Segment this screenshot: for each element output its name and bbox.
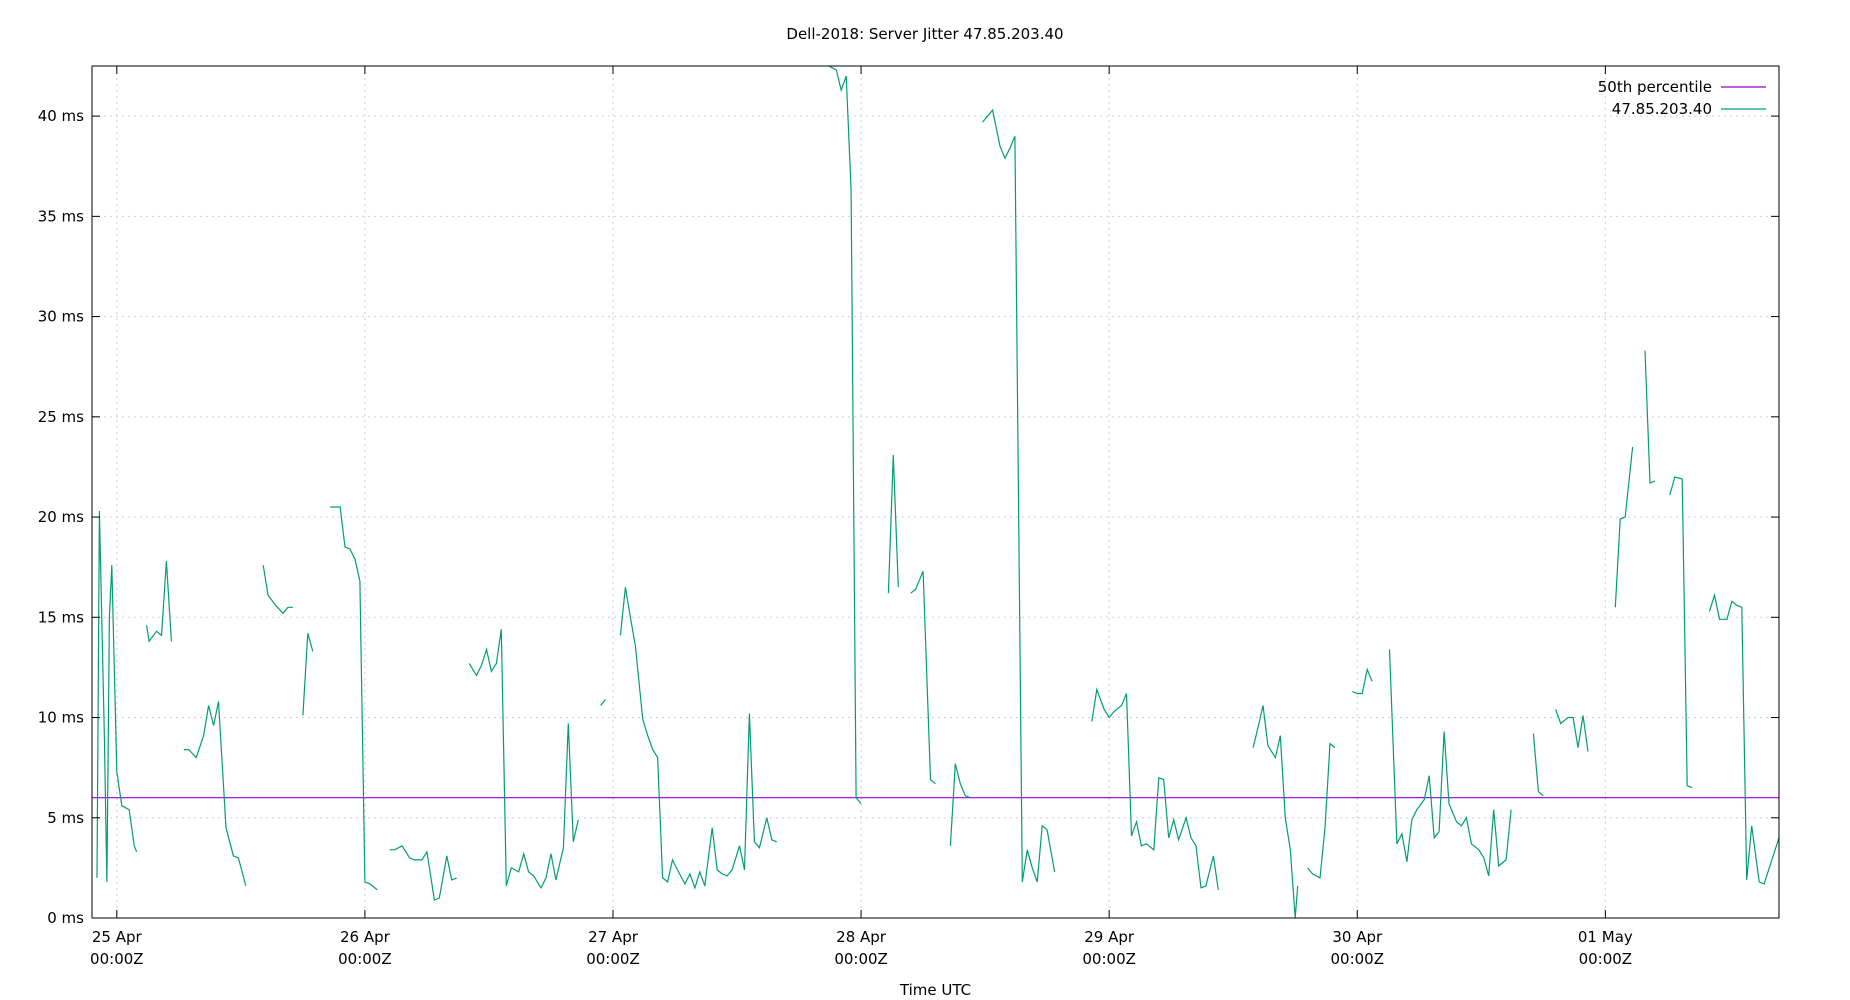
series-line-segment [1644, 350, 1656, 484]
x-tick-label-date: 27 Apr [588, 928, 639, 946]
legend-label: 47.85.203.40 [1612, 100, 1712, 118]
series-line-segment [468, 629, 579, 890]
series-line-segment [1388, 649, 1512, 877]
series-line-segment [1352, 667, 1373, 695]
series-line-segment [910, 570, 936, 785]
series-line-segment [1614, 446, 1634, 608]
x-tick-label-time: 00:00Z [834, 950, 888, 968]
series-line-segment [183, 701, 247, 887]
series-line-segment [828, 65, 862, 805]
x-axis-label: Time UTC [899, 981, 971, 999]
y-tick-label: 10 ms [38, 709, 84, 727]
series-line-segment [96, 510, 138, 882]
x-tick-label-time: 00:00Z [338, 950, 392, 968]
chart-title: Dell-2018: Server Jitter 47.85.203.40 [786, 25, 1063, 43]
series-line-segment [389, 845, 457, 901]
series-line-segment [619, 587, 777, 890]
series-jitter [96, 65, 1780, 919]
y-tick-label: 25 ms [38, 408, 84, 426]
series-line-segment [302, 633, 314, 716]
series-line-segment [1708, 592, 1780, 885]
x-tick-label-time: 00:00Z [1579, 950, 1633, 968]
series-line-segment [982, 108, 1056, 883]
legend-label: 50th percentile [1598, 78, 1712, 96]
series-line-segment [1091, 687, 1219, 890]
y-tick-label: 20 ms [38, 508, 84, 526]
series-line-segment [887, 454, 899, 594]
y-tick-label: 35 ms [38, 207, 84, 225]
series-line-segment [330, 506, 378, 891]
x-axis: 25 Apr 00:00Z 26 Apr 00:00Z 27 Apr 00:00Z 28 A… [90, 66, 1633, 968]
series-line-segment [600, 699, 606, 706]
x-tick-label-time: 00:00Z [90, 950, 144, 968]
x-tick-label-date: 29 Apr [1084, 928, 1135, 946]
series-line-segment [1252, 705, 1299, 919]
y-tick-label: 15 ms [38, 608, 84, 626]
series-line-segment [1669, 476, 1693, 789]
y-tick-label: 40 ms [38, 107, 84, 125]
series-line-segment [1555, 709, 1589, 752]
series-line-segment [1532, 733, 1544, 797]
x-tick-label-date: 26 Apr [340, 928, 391, 946]
x-tick-label-date: 25 Apr [92, 928, 143, 946]
series-line-segment [1307, 742, 1336, 879]
plot-area [92, 65, 1780, 919]
x-tick-label-date: 30 Apr [1332, 928, 1383, 946]
y-tick-label: 0 ms [47, 909, 84, 927]
plot-frame [91, 65, 1780, 919]
series-line-segment [146, 561, 172, 643]
y-tick-label: 30 ms [38, 308, 84, 326]
x-tick-label-time: 00:00Z [1330, 950, 1384, 968]
x-tick-label-time: 00:00Z [1082, 950, 1136, 968]
x-tick-label-date: 28 Apr [836, 928, 887, 946]
series-line-segment [949, 763, 971, 846]
y-axis: 0 ms 5 ms 10 ms 15 ms 20 ms 25 ms 30 ms 35 ms 40… [38, 107, 1779, 927]
x-tick-label-time: 00:00Z [586, 950, 640, 968]
y-tick-label: 5 ms [47, 809, 84, 827]
x-tick-label-date: 01 May [1578, 928, 1633, 946]
legend: 50th percentile 47.85.203.40 [1598, 78, 1766, 118]
series-line-segment [262, 565, 293, 615]
grid-lines [92, 66, 1779, 919]
